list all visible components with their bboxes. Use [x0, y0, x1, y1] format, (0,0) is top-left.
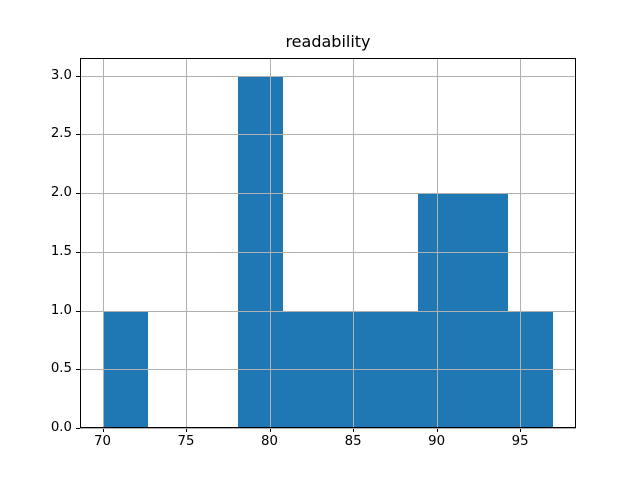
x-gridline	[269, 58, 271, 428]
y-tick-label: 2.5	[50, 126, 72, 142]
y-gridline	[80, 75, 576, 77]
y-tick-label: 2.0	[50, 185, 72, 201]
x-tick-mark	[102, 428, 104, 432]
x-gridline	[353, 58, 355, 428]
chart-title: readability	[285, 32, 371, 51]
y-gridline	[80, 428, 576, 429]
y-gridline	[80, 193, 576, 195]
y-gridline	[80, 134, 576, 136]
histogram-bar	[373, 310, 419, 428]
x-gridline	[436, 58, 438, 428]
y-tick-mark	[76, 134, 80, 136]
y-tick-label: 0.0	[50, 420, 72, 435]
x-gridline	[102, 58, 104, 428]
y-tick-mark	[76, 251, 80, 253]
x-tick-label: 85	[344, 434, 362, 449]
y-gridline	[80, 369, 576, 371]
plot-area	[80, 58, 576, 429]
y-tick-label: 0.5	[50, 361, 72, 377]
x-tick-mark	[436, 428, 438, 432]
x-tick-mark	[353, 428, 355, 432]
x-tick-label: 75	[177, 434, 195, 449]
histogram-bar	[508, 310, 554, 428]
y-gridline	[80, 310, 576, 312]
histogram-bar	[282, 310, 328, 428]
x-gridline	[186, 58, 187, 428]
y-tick-mark	[76, 75, 80, 77]
x-tick-label: 95	[511, 434, 529, 449]
x-tick-label: 80	[261, 434, 278, 449]
y-tick-mark	[76, 193, 80, 195]
y-tick-mark	[76, 310, 80, 312]
x-tick-label: 90	[428, 434, 446, 449]
y-tick-label: 1.0	[50, 302, 72, 318]
y-tick-mark	[76, 428, 80, 429]
x-gridline	[520, 58, 522, 428]
histogram-bar	[328, 310, 374, 428]
y-gridline	[80, 251, 576, 253]
y-tick-label: 3.0	[50, 67, 72, 83]
y-tick-label: 1.5	[50, 243, 72, 259]
x-tick-mark	[520, 428, 522, 432]
x-tick-label: 70	[94, 434, 111, 449]
y-tick-mark	[76, 369, 80, 371]
x-tick-mark	[269, 428, 271, 432]
x-tick-mark	[186, 428, 187, 432]
histogram-bar	[102, 310, 148, 428]
